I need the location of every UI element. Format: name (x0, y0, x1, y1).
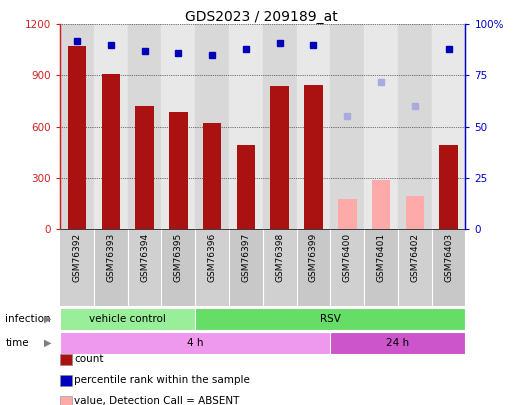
Text: infection: infection (5, 314, 51, 324)
Bar (229, 24, 263, 229)
Text: GSM76394: GSM76394 (140, 232, 149, 282)
Bar (162, 229, 195, 306)
Text: GSM76399: GSM76399 (309, 232, 318, 282)
Bar (60, 375, 72, 386)
Text: 24 h: 24 h (386, 338, 410, 348)
Bar (101, 74, 120, 229)
Bar (364, 24, 398, 229)
Bar (405, 196, 424, 229)
Bar (195, 24, 229, 229)
Text: 4 h: 4 h (187, 338, 203, 348)
Text: GDS2023 / 209189_at: GDS2023 / 209189_at (185, 10, 338, 24)
Bar (60, 332, 331, 354)
Text: RSV: RSV (320, 314, 341, 324)
Bar (297, 24, 331, 229)
Bar (195, 229, 229, 306)
Bar (169, 112, 188, 229)
Bar (60, 24, 94, 229)
Text: GSM76401: GSM76401 (377, 232, 385, 282)
Bar (398, 229, 431, 306)
Bar (60, 354, 72, 364)
Bar (128, 229, 162, 306)
Bar (431, 24, 465, 229)
Text: GSM76398: GSM76398 (275, 232, 284, 282)
Bar (60, 229, 94, 306)
Bar (263, 24, 297, 229)
Bar (431, 229, 465, 306)
Bar (94, 229, 128, 306)
Bar (331, 24, 364, 229)
Bar (364, 229, 398, 306)
Text: GSM76395: GSM76395 (174, 232, 183, 282)
Bar (68, 46, 86, 229)
Bar (297, 229, 331, 306)
Bar (162, 24, 195, 229)
Bar (331, 229, 364, 306)
Text: percentile rank within the sample: percentile rank within the sample (74, 375, 250, 385)
Bar (94, 24, 128, 229)
Bar (203, 123, 221, 229)
Bar (338, 199, 357, 229)
Text: vehicle control: vehicle control (89, 314, 166, 324)
Text: count: count (74, 354, 104, 364)
Text: GSM76392: GSM76392 (73, 232, 82, 282)
Text: GSM76403: GSM76403 (444, 232, 453, 282)
Text: GSM76396: GSM76396 (208, 232, 217, 282)
Bar (331, 332, 465, 354)
Text: GSM76393: GSM76393 (106, 232, 115, 282)
Bar (128, 24, 162, 229)
Bar (60, 308, 195, 330)
Bar (372, 180, 390, 229)
Bar (60, 396, 72, 405)
Bar (304, 85, 323, 229)
Bar (236, 145, 255, 229)
Bar (195, 308, 465, 330)
Text: value, Detection Call = ABSENT: value, Detection Call = ABSENT (74, 396, 240, 405)
Text: ▶: ▶ (44, 338, 52, 348)
Text: time: time (5, 338, 29, 348)
Bar (270, 86, 289, 229)
Text: ▶: ▶ (44, 314, 52, 324)
Text: GSM76400: GSM76400 (343, 232, 352, 282)
Bar (439, 145, 458, 229)
Bar (398, 24, 431, 229)
Bar (263, 229, 297, 306)
Bar (135, 106, 154, 229)
Bar (229, 229, 263, 306)
Text: GSM76397: GSM76397 (242, 232, 251, 282)
Text: GSM76402: GSM76402 (411, 232, 419, 281)
